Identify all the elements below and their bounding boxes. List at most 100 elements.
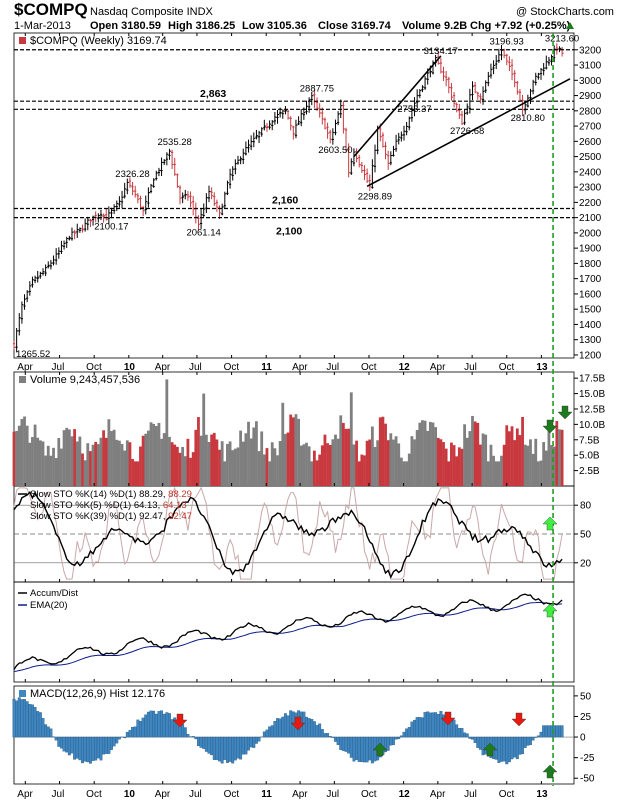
arrow-up-icon — [543, 765, 557, 778]
macd-hist-bar — [321, 729, 324, 737]
macd-hist-bar — [73, 737, 76, 759]
macd-hist-bar — [421, 718, 424, 737]
volume-bar — [110, 431, 113, 486]
macd-hist-bar — [318, 724, 321, 737]
volume-bar — [39, 440, 42, 486]
macd-hist-bar — [437, 714, 440, 737]
x-tick-label: Jul — [326, 789, 339, 800]
volume-bar — [437, 438, 440, 486]
volume-bar — [189, 458, 192, 486]
volume-bar — [310, 461, 313, 486]
volume-bar — [226, 444, 229, 486]
volume-tick-label: 7.5B — [579, 435, 600, 446]
volume-bar — [342, 423, 345, 486]
volume-bar — [115, 440, 118, 486]
ema-line — [14, 602, 562, 671]
macd-hist-bar — [350, 737, 353, 757]
volume-bar — [408, 454, 411, 486]
macd-hist-bar — [524, 737, 527, 748]
volume-bar — [71, 436, 74, 486]
volume-bar — [129, 442, 132, 486]
volume-bar — [526, 446, 529, 486]
macd-tick-label: -25 — [580, 753, 595, 764]
macd-hist-bar — [36, 711, 39, 737]
x-tick-label: Jul — [326, 362, 339, 373]
volume-bar — [234, 449, 237, 486]
price-annotation: 2061.14 — [186, 228, 220, 239]
macd-hist-bar — [268, 727, 271, 737]
macd-hist-bar — [152, 711, 155, 737]
volume-bar — [13, 432, 16, 486]
macd-hist-bar — [281, 717, 284, 737]
macd-hist-bar — [308, 718, 311, 737]
price-annotation: 3213.60 — [545, 34, 579, 45]
volume-bar — [287, 433, 290, 486]
macd-hist-bar — [413, 720, 416, 737]
volume-label: Volume 9.2B — [402, 20, 467, 32]
volume-bar — [534, 439, 537, 486]
volume-bar — [26, 426, 29, 486]
price-tick-label: 2900 — [579, 91, 602, 102]
macd-hist-bar — [224, 737, 227, 760]
volume-bar — [187, 439, 190, 486]
volume-bar — [445, 449, 448, 486]
x-tick-label: Oct — [361, 789, 377, 800]
volume-bar — [382, 417, 385, 486]
volume-bar — [216, 439, 219, 486]
price-tick-label: 1900 — [579, 244, 602, 255]
macd-hist-bar — [440, 711, 443, 737]
volume-tick-label: 12.5B — [579, 404, 605, 415]
macd-hist-bar — [18, 698, 21, 738]
volume-bar — [152, 424, 155, 486]
volume-bar — [268, 461, 271, 486]
macd-hist-bar — [519, 737, 522, 754]
x-tick-label: Oct — [86, 362, 102, 373]
price-annotation: 1265.52 — [16, 349, 50, 360]
arrow-down-icon — [543, 420, 557, 433]
price-annotation: 3196.93 — [489, 36, 523, 47]
macd-hist-bar — [355, 737, 358, 760]
macd-hist-bar — [476, 737, 479, 748]
volume-bar — [479, 445, 482, 486]
volume-bar — [305, 443, 308, 486]
ema-legend: EMA(20) — [30, 600, 67, 611]
macd-hist-bar — [419, 717, 422, 737]
x-tick-label: 10 — [124, 789, 136, 800]
macd-hist-bar — [181, 724, 184, 737]
macd-hist-bar — [126, 732, 129, 737]
macd-hist-bar — [131, 727, 134, 737]
volume-bar — [28, 443, 31, 486]
macd-hist-bar — [118, 737, 121, 739]
macd-hist-bar — [115, 737, 118, 743]
volume-bar — [424, 421, 427, 486]
volume-bar — [308, 446, 311, 486]
macd-hist-bar — [168, 713, 171, 737]
macd-hist-bar — [92, 737, 95, 761]
macd-hist-bar — [405, 729, 408, 737]
macd-hist-bar — [245, 737, 248, 754]
price-annotation: 2810.80 — [511, 113, 545, 124]
sto-legend-1: Slow STO %K(14) %D(1) 88.29, 88.29 — [30, 489, 192, 500]
price-annotation: 2603.50 — [318, 145, 352, 156]
volume-bar — [389, 433, 392, 486]
macd-hist-bar — [479, 737, 482, 749]
macd-hist-bar — [366, 737, 369, 762]
volume-bar — [252, 427, 255, 486]
macd-hist-bar — [353, 737, 356, 761]
volume-bar — [313, 451, 316, 486]
volume-bar — [258, 451, 261, 486]
x-tick-label: Oct — [86, 789, 102, 800]
macd-hist-bar — [397, 737, 400, 739]
volume-bar — [176, 447, 179, 486]
macd-hist-bar — [498, 737, 501, 763]
volume-bar — [447, 461, 450, 486]
volume-bar — [537, 461, 540, 486]
macd-hist-bar — [411, 722, 414, 737]
price-tick-label: 2300 — [579, 183, 602, 194]
volume-bar — [158, 423, 161, 486]
x-tick-label: Apr — [430, 362, 446, 373]
chg-label: Chg +7.92 (+0.25%) — [470, 20, 571, 32]
macd-hist-bar — [529, 737, 532, 745]
macd-hist-bar — [71, 737, 74, 753]
macd-hist-bar — [34, 707, 37, 737]
